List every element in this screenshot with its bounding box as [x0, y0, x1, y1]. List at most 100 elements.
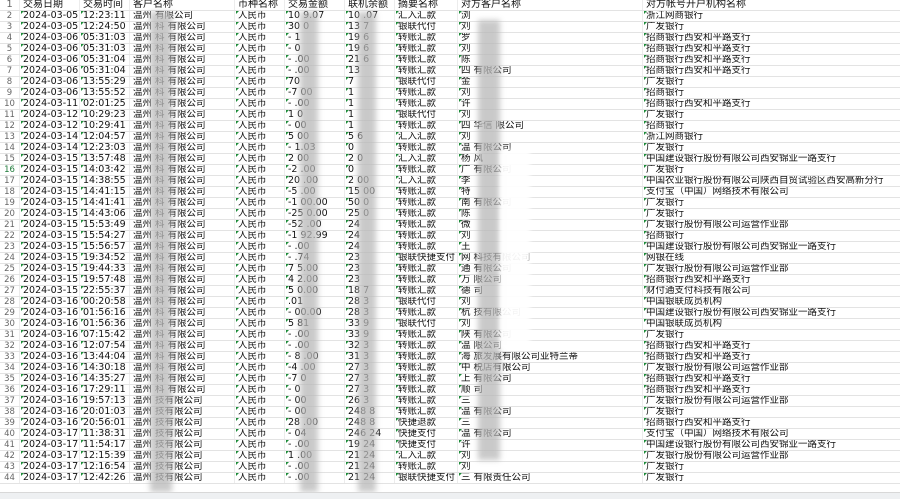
date-cell[interactable]: 2024-03-06: [20, 55, 80, 65]
summary-cell[interactable]: 转账汇款: [395, 275, 458, 285]
row-number[interactable]: 7: [0, 66, 20, 76]
counterparty-cell[interactable]: 德 司: [458, 286, 643, 296]
customer-cell[interactable]: 温州 技有限公司: [130, 440, 235, 450]
column-header-counterparty[interactable]: 对方客户名称: [458, 0, 643, 10]
balance-cell[interactable]: 24: [345, 242, 395, 252]
date-cell[interactable]: 2024-03-15: [20, 187, 80, 197]
amount-cell[interactable]: - .00: [285, 99, 345, 109]
counterparty-cell[interactable]: 海 旅发展有限公司亚特兰蒂: [458, 352, 643, 362]
date-cell[interactable]: 2024-03-05: [20, 22, 80, 32]
table-row[interactable]: 19 2024-03-15 14:41:41 温州 科 有限公司 人民币 -1 00.00…: [0, 198, 900, 209]
counterparty-bank-cell[interactable]: 支付宝（中国）网络技术有限公司: [643, 187, 900, 197]
row-number[interactable]: 43: [0, 462, 20, 472]
balance-cell[interactable]: 2 0: [345, 154, 395, 164]
balance-cell[interactable]: 2 00: [345, 176, 395, 186]
currency-cell[interactable]: 人民币: [235, 66, 285, 76]
amount-cell[interactable]: - 00: [285, 396, 345, 406]
date-cell[interactable]: 2024-03-12: [20, 110, 80, 120]
amount-cell[interactable]: .01: [285, 297, 345, 307]
currency-cell[interactable]: 人民币: [235, 187, 285, 197]
customer-cell[interactable]: 温州 科 有限公司: [130, 363, 235, 373]
counterparty-bank-cell[interactable]: 广发银行: [643, 198, 900, 208]
currency-cell[interactable]: 人民币: [235, 11, 285, 21]
counterparty-cell[interactable]: 刘: [458, 319, 643, 329]
amount-cell[interactable]: - .00: [285, 341, 345, 351]
currency-cell[interactable]: 人民币: [235, 308, 285, 318]
counterparty-bank-cell[interactable]: 中国农业银行股份有限公司陕西自贸试验区西安高新分行: [643, 176, 900, 186]
counterparty-bank-cell[interactable]: 广发银行: [643, 209, 900, 219]
time-cell[interactable]: 12:42:26: [80, 473, 130, 483]
amount-cell[interactable]: -2 .00: [285, 165, 345, 175]
time-cell[interactable]: 02:01:25: [80, 99, 130, 109]
date-cell[interactable]: 2024-03-15: [20, 165, 80, 175]
currency-cell[interactable]: 人民币: [235, 209, 285, 219]
row-number[interactable]: 23: [0, 242, 20, 252]
customer-cell[interactable]: 温州 科 有限公司: [130, 154, 235, 164]
counterparty-bank-cell[interactable]: 广发银行: [643, 22, 900, 32]
currency-cell[interactable]: 人民币: [235, 440, 285, 450]
date-cell[interactable]: 2024-03-16: [20, 363, 80, 373]
counterparty-bank-cell[interactable]: 招商银行: [643, 121, 900, 131]
amount-cell[interactable]: 7 5.00: [285, 264, 345, 274]
counterparty-bank-cell[interactable]: 中国建设银行股份有限公司西安锦业一路支行: [643, 440, 900, 450]
counterparty-bank-cell[interactable]: 中国建设银行股份有限公司西安锦业一路支行: [643, 308, 900, 318]
balance-cell[interactable]: 28 3: [345, 297, 395, 307]
column-header-amount[interactable]: 交易金额: [285, 0, 345, 10]
table-row[interactable]: 41 2024-03-17 11:54:17 温州 技有限公司 人民币 - .00 19 2…: [0, 440, 900, 451]
counterparty-cell[interactable]: 南 有限公司: [458, 198, 643, 208]
customer-cell[interactable]: 温州 技有限公司: [130, 418, 235, 428]
balance-cell[interactable]: 15 00: [345, 187, 395, 197]
time-cell[interactable]: 10:29:41: [80, 121, 130, 131]
counterparty-cell[interactable]: 刘: [458, 22, 643, 32]
customer-cell[interactable]: 温州 科 有限公司: [130, 374, 235, 384]
summary-cell[interactable]: 转账汇款: [395, 385, 458, 395]
date-cell[interactable]: 2024-03-16: [20, 319, 80, 329]
summary-cell[interactable]: 转账汇款: [395, 242, 458, 252]
table-row[interactable]: 21 2024-03-15 15:53:49 温州 科 有限公司 人民币 -52 .00 2…: [0, 220, 900, 231]
table-row[interactable]: 39 2024-03-16 20:56:01 温州 技有限公司 人民币 28 .00 248…: [0, 418, 900, 429]
row-number[interactable]: 26: [0, 275, 20, 285]
counterparty-bank-cell[interactable]: 中国建设银行股份有限公司西安锦业一路支行: [643, 154, 900, 164]
time-cell[interactable]: 19:44:33: [80, 264, 130, 274]
amount-cell[interactable]: -4 .00: [285, 363, 345, 373]
table-row[interactable]: 8 2024-03-06 13:55:29 温州 科 有限公司 人民币 70 7 银联代付金广…: [0, 77, 900, 88]
time-cell[interactable]: 15:53:49: [80, 220, 130, 230]
time-cell[interactable]: 11:38:31: [80, 429, 130, 439]
customer-cell[interactable]: 温州 科 有限公司: [130, 209, 235, 219]
row-number[interactable]: 35: [0, 374, 20, 384]
balance-cell[interactable]: 23: [345, 253, 395, 263]
counterparty-bank-cell[interactable]: 招商银行西安和平路支行: [643, 55, 900, 65]
table-row[interactable]: 10 2024-03-11 02:01:25 温州 科 有限公司 人民币 - .00 1 转账…: [0, 99, 900, 110]
customer-cell[interactable]: 温州 科 有限公司: [130, 308, 235, 318]
currency-cell[interactable]: 人民币: [235, 220, 285, 230]
currency-cell[interactable]: 人民币: [235, 352, 285, 362]
table-row[interactable]: 31 2024-03-16 07:15:42 温州 科 有限公司 人民币 - .00 33 …: [0, 330, 900, 341]
customer-cell[interactable]: 温州 科 有限公司: [130, 66, 235, 76]
row-number[interactable]: 25: [0, 264, 20, 274]
counterparty-cell[interactable]: 刘: [458, 297, 643, 307]
summary-cell[interactable]: 银联代付: [395, 22, 458, 32]
amount-cell[interactable]: 4 2.00: [285, 275, 345, 285]
counterparty-bank-cell[interactable]: 广发银行股份有限公司运营作业部: [643, 451, 900, 461]
currency-cell[interactable]: 人民币: [235, 165, 285, 175]
row-number[interactable]: 11: [0, 110, 20, 120]
counterparty-cell[interactable]: 微: [458, 220, 643, 230]
time-cell[interactable]: 07:15:42: [80, 330, 130, 340]
time-cell[interactable]: 12:07:54: [80, 341, 130, 351]
time-cell[interactable]: 01:56:16: [80, 308, 130, 318]
counterparty-cell[interactable]: 顺 司: [458, 385, 643, 395]
customer-cell[interactable]: 温州 科 有限公司: [130, 297, 235, 307]
summary-cell[interactable]: 转账汇款: [395, 198, 458, 208]
currency-cell[interactable]: 人民币: [235, 77, 285, 87]
currency-cell[interactable]: 人民币: [235, 407, 285, 417]
summary-cell[interactable]: 转账汇款: [395, 33, 458, 43]
amount-cell[interactable]: -1 00.00: [285, 198, 345, 208]
row-number[interactable]: 21: [0, 220, 20, 230]
balance-cell[interactable]: 31 3: [345, 352, 395, 362]
table-row[interactable]: 22 2024-03-15 15:54:27 温州 科 有限公司 人民币 -1 92.99…: [0, 231, 900, 242]
amount-cell[interactable]: - .00: [285, 66, 345, 76]
currency-cell[interactable]: 人民币: [235, 374, 285, 384]
counterparty-cell[interactable]: 刘: [458, 462, 643, 472]
customer-cell[interactable]: 温州 科 有限公司: [130, 275, 235, 285]
row-number[interactable]: 10: [0, 99, 20, 109]
